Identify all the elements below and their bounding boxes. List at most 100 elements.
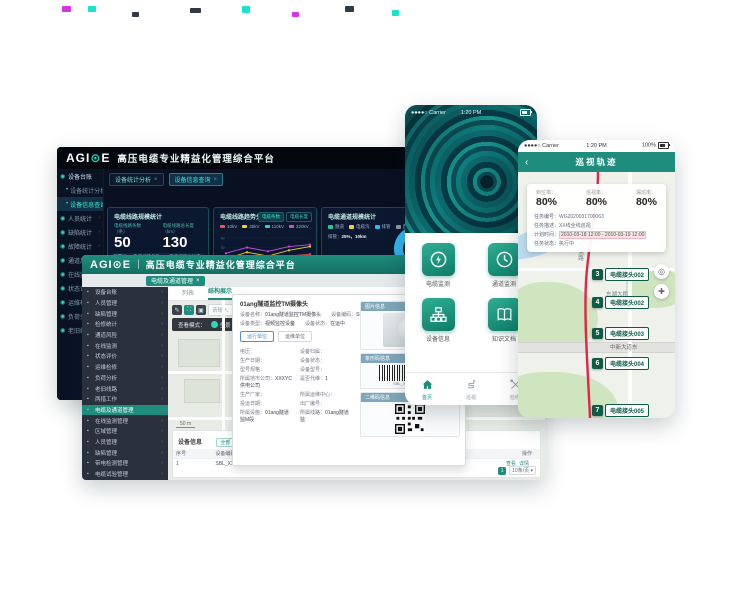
decor-fragment [345, 6, 354, 12]
map-marker-电缆接头004[interactable]: 6 电缆接头004 [592, 357, 650, 370]
menu-icon: ◉ [60, 173, 66, 180]
stat-label: 电缆线路总长度（km） [162, 223, 194, 234]
tab-首页[interactable]: 首页 [421, 378, 434, 401]
sidebar-item-运维检修[interactable]: ▪ 运维检修 ‹ [82, 362, 168, 373]
tile-电缆监测[interactable]: 电缆监测 [421, 243, 455, 288]
locate-button[interactable]: ◎ [654, 264, 669, 279]
field-label: 所属设施： [240, 410, 266, 416]
sidebar-item-在线监测管理[interactable]: ▪ 在线监测管理 ‹ [82, 415, 168, 426]
add-button[interactable]: ✚ [654, 284, 669, 299]
sidebar-item-label: 电缆及通道管理 [95, 407, 134, 414]
tab-cable-channel[interactable]: 电缆及通道管理 × [146, 275, 205, 286]
tab-label: 设备信息查询 [174, 178, 211, 184]
sidebar-item-电缆试验管理[interactable]: ▪ 电缆试验管理 ‹ [82, 469, 168, 480]
clock-label: 1:20 PM [460, 109, 482, 116]
tile-知识文档[interactable]: 知识文档 [487, 298, 521, 343]
legend-label: 10kV [227, 224, 238, 229]
sidebar-item-设备信息查询[interactable]: • 设备信息查询 [57, 197, 103, 211]
patrol-map[interactable]: 西洲路 东湖大郡 中新大道东 到位率： 80% 巡视率： 80% 漏巡率： 80% 任务编… [518, 172, 675, 418]
legend-swatch [328, 225, 333, 229]
subtab-结构展示[interactable]: 结构展示 [208, 286, 233, 300]
decor-fragment [190, 8, 201, 13]
layers-icon[interactable]: ▣ [196, 305, 206, 315]
sidebar-item-设备台账[interactable]: ◉ 设备台账 [57, 169, 103, 183]
field-value: 执行中 [559, 241, 575, 247]
sidebar-item-在线监测[interactable]: ▪ 在线监测 ‹ [82, 340, 168, 351]
header-divider: | [137, 259, 140, 270]
field-label: 设备型号： [300, 367, 326, 373]
mode-option-panorama[interactable]: 全景 [210, 321, 231, 329]
sidebar-item-故障统计[interactable]: ◉ 故障统计 › [57, 239, 103, 253]
map-road [168, 371, 238, 374]
sidebar-item-通道风险[interactable]: ▪ 通道风险 ‹ [82, 330, 168, 341]
tab-巡视[interactable]: 巡视 [465, 378, 478, 401]
action-link-查看[interactable]: 查看 [505, 461, 516, 467]
sidebar-item-负荷分析[interactable]: ▪ 负荷分析 ‹ [82, 373, 168, 384]
stat-label: 漏巡率： [635, 190, 656, 196]
toggle-电缆条数[interactable]: 电缆条数 [258, 212, 284, 222]
toggle-电缆长度[interactable]: 电缆长度 [286, 212, 312, 222]
tile-通道监测[interactable]: 通道监测 [487, 243, 521, 288]
legend-220kV: 220kV [288, 224, 309, 229]
edit-icon[interactable]: ✎ [172, 305, 182, 315]
popup-field: 是否代维：1 [300, 375, 352, 389]
map-marker-电缆接头002[interactable]: 3 电缆接头002 [592, 268, 650, 281]
sidebar-item-设备统计分析[interactable]: • 设备统计分析 [57, 183, 103, 197]
page-size-select[interactable]: 10条/页 ▾ [509, 466, 536, 475]
sidebar-item-人员统计[interactable]: ◉ 人员统计 › [57, 211, 103, 225]
tile-设备信息[interactable]: 设备信息 [421, 298, 455, 343]
bullet-icon: ▪ [87, 460, 89, 467]
sidebar-item-检修统计[interactable]: ▪ 检修统计 ‹ [82, 319, 168, 330]
subtab-列表[interactable]: 列表 [182, 291, 195, 297]
sidebar-item-带电检测管理[interactable]: ▪ 带电检测管理 ‹ [82, 458, 168, 469]
decor-fragment [392, 10, 399, 16]
marker-number: 5 [592, 328, 603, 339]
radio-icon[interactable] [210, 321, 218, 328]
sidebar-item-缺陷统计[interactable]: ◉ 缺陷统计 › [57, 225, 103, 239]
sidebar-item-缺陷管理[interactable]: ▪ 缺陷管理 ‹ [82, 308, 168, 319]
book-icon [487, 298, 521, 331]
panel-title: 电缆线路规模统计 [114, 215, 163, 221]
sidebar-item-人员管理[interactable]: ▪ 人员管理 ‹ [82, 298, 168, 309]
tab-label: 设备统计分析 [115, 178, 152, 184]
tab-label: 电缆及通道管理 [151, 279, 194, 285]
sidebar-item-状态评价[interactable]: ▪ 状态评价 ‹ [82, 351, 168, 362]
map-marker-电缆接头003[interactable]: 5 电缆接头003 [592, 327, 650, 340]
chevron-icon: ‹ [161, 438, 163, 445]
sidebar-item-两措工作[interactable]: ▪ 两措工作 ‹ [82, 394, 168, 405]
chevron-icon: ‹ [161, 417, 163, 424]
stat-label: 电缆线路条数（条） [114, 223, 141, 234]
sidebar-item-老旧线路[interactable]: ▪ 老旧线路 ‹ [82, 383, 168, 394]
trend-toggle[interactable]: 电缆条数 电缆长度 [258, 212, 312, 222]
popup-field: 所属运维中心： [300, 391, 352, 398]
task-info-card: 到位率： 80% 巡视率： 80% 漏巡率： 80% 任务编号：WG20200317000… [527, 184, 666, 252]
popup-tab-运维单位[interactable]: 运维单位 [278, 331, 313, 342]
tab-设备统计分析[interactable]: 设备统计分析 × [109, 173, 164, 186]
close-icon[interactable]: × [154, 176, 158, 183]
sidebar-item-label: 老旧线路 [95, 386, 118, 393]
map-marker-电缆接头005[interactable]: 7 电缆接头005 [592, 404, 650, 417]
action-link-详情[interactable]: 详情 [518, 461, 529, 467]
bullet-icon: ▪ [87, 406, 89, 413]
tab-设备信息查询[interactable]: 设备信息查询 × [168, 173, 224, 186]
legend-swatch [264, 224, 270, 229]
sidebar-item-区域管理[interactable]: ▪ 区域管理 ‹ [82, 426, 168, 437]
svg-text:40: 40 [221, 236, 225, 240]
sidebar-item-缺陷管理[interactable]: ▪ 缺陷管理 ‹ [82, 447, 168, 458]
popup-tab-运行单位[interactable]: 运行单位 [240, 331, 275, 342]
sidebar-item-电缆及通道管理[interactable]: ▪ 电缆及通道管理 ‹ [82, 404, 168, 416]
marker-number: 3 [592, 269, 603, 280]
map-marker-电缆接头002[interactable]: 4 电缆接头002 [592, 296, 650, 309]
sidebar-item-设备台账[interactable]: ▪ 设备台账 ‹ [82, 287, 168, 298]
field-label: 任务状态： [534, 241, 560, 247]
sidebar-item-人员管理[interactable]: ▪ 人员管理 ‹ [82, 437, 168, 448]
sidebar-item-label: 设备台账 [95, 290, 118, 297]
page-1-button[interactable]: 1 [498, 466, 507, 475]
back-chevron-icon[interactable]: ‹ [525, 156, 529, 168]
close-icon[interactable]: × [213, 176, 218, 183]
fit-view-icon[interactable]: ⛶ [184, 305, 194, 315]
close-icon[interactable]: × [196, 277, 200, 284]
menu-icon: ◉ [60, 327, 66, 334]
map-road [628, 172, 632, 418]
field-label: 出厂编号： [300, 401, 326, 407]
